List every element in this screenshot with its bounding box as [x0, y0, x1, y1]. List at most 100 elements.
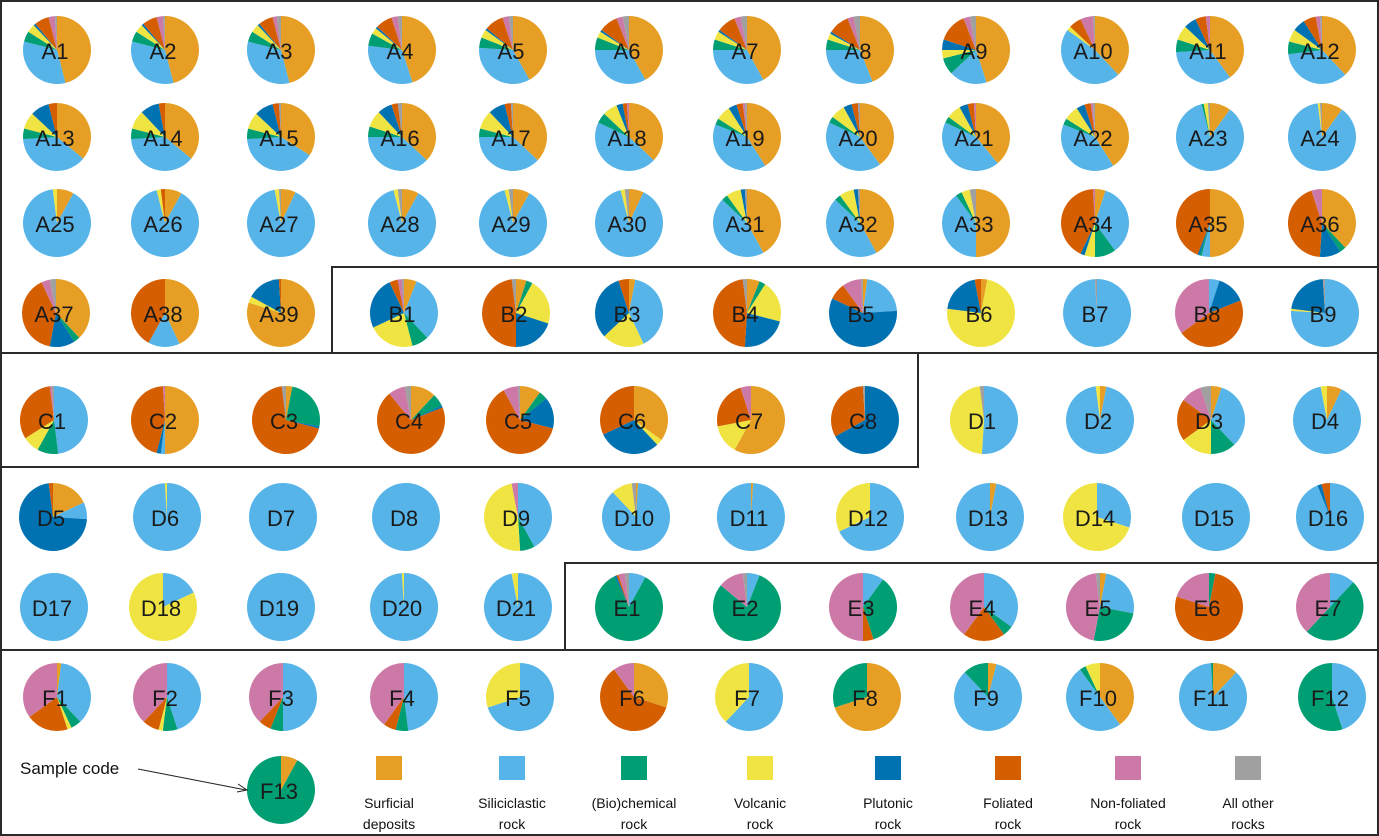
- pie-a23: A23: [1176, 103, 1245, 172]
- pie-slice-e5-non-foliated-rock: [1066, 573, 1100, 641]
- pie-slice-a15-bio-chemical-rock: [247, 128, 281, 140]
- pie-slice-a20-volcanic-rock: [832, 107, 860, 137]
- pie-slice-f9-bio-chemical-rock: [964, 663, 988, 697]
- sample-code-label-a28: A28: [380, 212, 419, 237]
- pie-slice-d21-volcanic-rock: [511, 573, 518, 607]
- pie-slice-a25-siliciclastic-rock: [22, 189, 91, 258]
- pie-slice-d1-all-other-rocks: [979, 386, 984, 420]
- sample-code-label-e5: E5: [1085, 596, 1112, 621]
- sample-code-label-d21: D21: [496, 596, 536, 621]
- pie-slice-b7-siliciclastic-rock: [1063, 278, 1132, 347]
- pie-slice-c4-all-other-rocks: [404, 386, 411, 420]
- group-b-box-line: [331, 266, 1378, 353]
- pie-slice-a7-all-other-rocks: [740, 15, 747, 50]
- pie-slice-a10-surficial-deposits: [1095, 16, 1129, 75]
- group-c-box-line: [0, 353, 919, 468]
- pie-slice-b1-plutonic-rock: [370, 282, 404, 328]
- pies: A1 A2 A3 A4 A5 A6 A7 A8 A9 A10 A11 A12 A13 A14 A15 A16 A…: [18, 15, 1367, 824]
- sample-code-label-a35: A35: [1188, 212, 1227, 237]
- pie-slice-b1-siliciclastic-rock: [404, 281, 438, 338]
- pie-c4: C4: [376, 386, 445, 455]
- legend-label: rocks: [1231, 816, 1264, 832]
- pie-slice-f4-non-foliated-rock: [369, 663, 404, 725]
- pie-slice-d16-plutonic-rock: [1317, 484, 1330, 517]
- pie-slice-a4-plutonic-rock: [375, 26, 402, 50]
- pie-slice-a19-surficial-deposits: [747, 103, 782, 166]
- pie-slice-a6-foliated-rock: [601, 18, 629, 50]
- pie-slice-a18-volcanic-rock: [604, 105, 629, 137]
- pie-slice-a11-non-foliated-rock: [1205, 16, 1210, 50]
- pie-slice-a5-volcanic-rock: [481, 30, 513, 50]
- pie-slice-e4-foliated-rock: [964, 607, 1004, 641]
- pie-d4: D4: [1292, 386, 1361, 454]
- pie-slice-f1-volcanic-rock: [57, 697, 72, 730]
- pie-slice-b8-plutonic-rock: [1209, 280, 1241, 313]
- pie-slice-d4-surficial-deposits: [1327, 386, 1342, 420]
- sample-code-label-c6: C6: [618, 409, 646, 434]
- pie-slice-a22-surficial-deposits: [1095, 103, 1130, 166]
- pie-slice-b6-foliated-rock: [974, 279, 981, 313]
- pie-c6: C6: [600, 386, 668, 454]
- sample-code-label-f4: F4: [389, 686, 415, 711]
- pie-slice-d11-siliciclastic-rock: [716, 483, 785, 551]
- pie-slice-d5-siliciclastic-rock: [53, 502, 87, 520]
- pie-d11: D11: [716, 483, 785, 551]
- sample-code-label-a9: A9: [961, 39, 988, 64]
- pie-slice-a7-siliciclastic-rock: [713, 50, 764, 84]
- sample-code-label-a3: A3: [266, 39, 293, 64]
- pie-slice-f5-volcanic-rock: [485, 662, 520, 708]
- legend-label: rock: [747, 816, 774, 832]
- sample-code-label-a27: A27: [259, 212, 298, 237]
- pie-slice-a12-volcanic-rock: [1289, 30, 1322, 50]
- pie-slice-a11-surficial-deposits: [1210, 16, 1244, 78]
- sample-code-label-a16: A16: [380, 126, 419, 151]
- sample-code-label-d12: D12: [848, 506, 888, 531]
- sample-code-label-f11: F11: [1193, 686, 1229, 711]
- pie-slice-a22-non-foliated-rock: [1090, 103, 1095, 137]
- pie-a18: A18: [595, 103, 663, 171]
- pie-slice-a27-volcanic-rock: [274, 189, 281, 223]
- pie-slice-b8-foliated-rock: [1181, 300, 1243, 347]
- pie-d20: D20: [370, 573, 439, 641]
- pie-slice-e5-siliciclastic-rock: [1100, 573, 1135, 614]
- legend-label: rock: [621, 816, 648, 832]
- legend-label: rock: [499, 816, 526, 832]
- legend-label: Plutonic: [863, 795, 913, 811]
- sample-code-label-f10: F10: [1079, 686, 1117, 711]
- pie-slice-a5-siliciclastic-rock: [479, 47, 530, 84]
- sample-code-label-d6: D6: [151, 506, 179, 531]
- pie-slice-a30-surficial-deposits: [629, 189, 644, 223]
- pie-slice-e3-bio-chemical-rock: [863, 579, 898, 640]
- pie-a39: A39: [246, 279, 315, 347]
- pie-slice-b4-bio-chemical-rock: [747, 281, 766, 313]
- pie-slice-c1-volcanic-rock: [25, 420, 54, 450]
- pie-b3: B3: [595, 279, 663, 347]
- pie-slice-f8-bio-chemical-rock: [832, 663, 867, 708]
- pie-slice-c5-foliated-rock: [485, 390, 553, 455]
- legend-label: rock: [995, 816, 1022, 832]
- pie-slice-a13-bio-chemical-rock: [23, 128, 57, 140]
- pie-a7: A7: [713, 15, 781, 84]
- pie-slice-c6-volcanic-rock: [634, 420, 662, 445]
- pie-slice-a24-surficial-deposits: [1322, 103, 1342, 137]
- sample-code-label-a5: A5: [498, 39, 525, 64]
- pie-slice-a15-siliciclastic-rock: [247, 137, 310, 172]
- pie-slice-a3-foliated-rock: [259, 17, 281, 50]
- sample-code-label-a30: A30: [607, 212, 646, 237]
- pie-slice-f7-volcanic-rock: [715, 663, 749, 722]
- pie-slice-a20-foliated-rock: [851, 103, 860, 137]
- legend-label: deposits: [363, 816, 415, 832]
- pie-slice-a21-surficial-deposits: [976, 103, 1011, 164]
- pie-f1: F1: [23, 663, 91, 732]
- sample-code-label-e7: E7: [1315, 596, 1342, 621]
- pie-slice-a18-bio-chemical-rock: [598, 113, 629, 137]
- pie-slice-f10-bio-chemical-rock: [1080, 666, 1100, 697]
- pie-slice-d17-siliciclastic-rock: [20, 573, 88, 641]
- pie-slice-a12-foliated-rock: [1303, 16, 1322, 51]
- pie-c5: C5: [485, 386, 554, 455]
- pie-slice-a9-non-foliated-rock: [963, 16, 976, 51]
- sample-code-label-b1: B1: [389, 302, 416, 327]
- pie-slice-a5-all-other-rocks: [508, 16, 513, 50]
- annotation-arrow-line: [137, 768, 247, 791]
- pie-slice-a17-foliated-rock: [504, 103, 513, 137]
